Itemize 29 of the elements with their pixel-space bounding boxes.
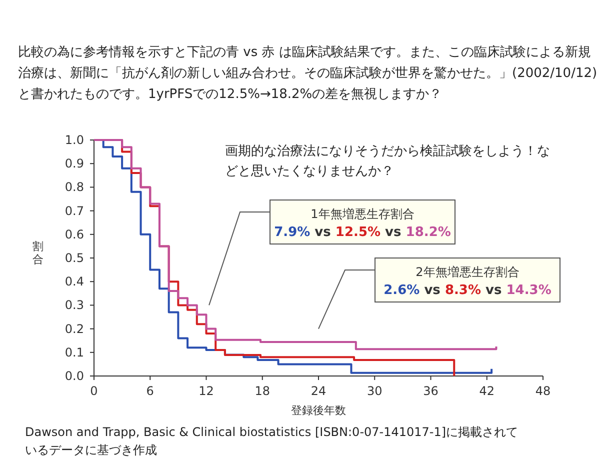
- y-tick-label: 0.0: [64, 369, 84, 383]
- y-tick-label: 0.6: [64, 227, 84, 242]
- text: Dawson and Trapp, Basic & Clinical biostatistics [ISBN:0-07-141017-1]に掲載されているデータに基づき作成: [25, 425, 518, 457]
- annotation: 1年無増悪生存割合: [310, 207, 414, 221]
- y-tick-label: 0.4: [64, 274, 84, 289]
- y-tick-label: 0.5: [64, 251, 84, 265]
- y-tick-label: 0.7: [64, 204, 84, 218]
- x-tick-label: 0: [90, 384, 98, 398]
- annotation: 2年無増悪生存割合: [416, 265, 520, 279]
- x-tick-label: 12: [198, 384, 214, 398]
- y-tick-label: 0.9: [64, 156, 84, 171]
- annotation: 2.6% vs 8.3% vs 14.3%: [384, 283, 552, 298]
- annotation: 画期的な治療法になりそうだから検証試験をしよう！などと思いたくなりませんか？: [225, 144, 550, 179]
- y-tick-label: 0.1: [64, 345, 84, 360]
- x-tick-label: 48: [535, 384, 551, 398]
- y-tick-label: 1.0: [64, 133, 84, 147]
- x-tick-label: 18: [254, 384, 270, 398]
- y-axis-title: 割合: [32, 240, 44, 266]
- y-tick-label: 0.2: [64, 322, 84, 336]
- x-axis-title: 登録後年数: [291, 404, 346, 417]
- x-tick-label: 36: [423, 384, 438, 398]
- x-tick-label: 24: [310, 384, 326, 398]
- x-tick-label: 42: [479, 384, 495, 398]
- x-tick-label: 30: [366, 384, 382, 398]
- y-tick-label: 0.3: [64, 298, 84, 312]
- x-tick-label: 6: [146, 384, 154, 398]
- annotation: 7.9% vs 12.5% vs 18.2%: [274, 225, 451, 240]
- chart-title: 比較の為に参考情報を示すと下記の青 vs 赤 は臨床試験結果です。また、この臨床試験による新規治療は、新聞に「抗がん剤の新しい組み合わせ。その臨床試験が世界を驚かせた。」(2002/10/12)と書かれたものです。1yrPFSでの12.5%→18.2%の差を無視しますか？: [18, 45, 598, 102]
- y-tick-label: 0.8: [64, 180, 84, 194]
